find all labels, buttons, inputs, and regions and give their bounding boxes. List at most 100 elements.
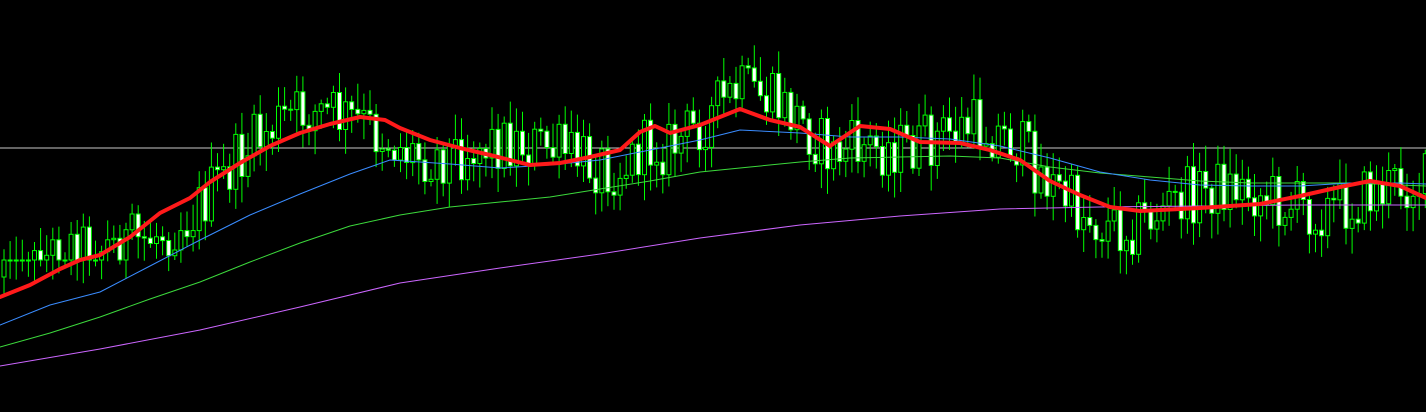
- candle-body: [971, 99, 977, 135]
- candle-body: [312, 110, 318, 132]
- candle-body: [934, 130, 940, 166]
- candle-body: [495, 128, 501, 169]
- candle-body: [642, 119, 647, 176]
- candle-body: [806, 118, 812, 155]
- candle-body: [1325, 197, 1331, 237]
- candle-body: [373, 113, 379, 153]
- candle-body: [1233, 173, 1239, 201]
- candle-body: [1313, 229, 1318, 235]
- candle-body: [703, 146, 708, 151]
- candle-body: [751, 67, 757, 82]
- candle-body: [1117, 209, 1123, 252]
- candle-body: [672, 123, 678, 154]
- candle-body: [1331, 197, 1337, 201]
- candle-body: [532, 128, 538, 166]
- candle-body: [873, 135, 879, 148]
- candle-body: [1136, 202, 1142, 255]
- candle-body: [202, 187, 208, 222]
- candle-body: [562, 123, 568, 155]
- candle-body: [25, 259, 31, 262]
- candle-body: [269, 131, 275, 139]
- candle-body: [1093, 224, 1099, 241]
- candle-body: [1197, 171, 1203, 224]
- candle-body: [654, 161, 660, 166]
- candle-body: [7, 259, 13, 262]
- candle-body: [538, 128, 544, 132]
- candle-body: [1172, 190, 1178, 193]
- candle-body: [300, 91, 306, 126]
- candle-body: [1392, 168, 1398, 172]
- candle-body: [513, 130, 519, 167]
- candle-body: [1422, 153, 1426, 195]
- candle-body: [733, 82, 739, 100]
- candle-body: [245, 155, 251, 177]
- candle-body: [1410, 195, 1416, 209]
- candle-body: [776, 73, 782, 119]
- candle-body: [788, 91, 794, 131]
- candle-body: [1361, 171, 1367, 224]
- candle-body: [459, 139, 464, 181]
- candle-body: [1386, 170, 1392, 205]
- candle-body: [68, 233, 74, 261]
- candle-body: [233, 133, 239, 190]
- candle-body: [343, 101, 349, 131]
- candle-body: [501, 122, 507, 169]
- candle-body: [1081, 217, 1087, 231]
- candle-body: [849, 120, 855, 150]
- candle-body: [477, 147, 483, 164]
- candle-body: [739, 65, 745, 100]
- candle-body: [812, 153, 818, 165]
- candle-body: [855, 120, 861, 162]
- candle-body: [709, 105, 715, 148]
- candle-body: [337, 92, 342, 130]
- ma-mid-line: [0, 129, 1426, 326]
- candle-body: [416, 143, 422, 161]
- candle-body: [330, 92, 336, 108]
- candle-body: [800, 105, 806, 120]
- candle-body: [135, 213, 141, 238]
- candle-body: [221, 166, 227, 171]
- candle-body: [770, 73, 776, 113]
- candle-body: [147, 237, 153, 245]
- candle-body: [282, 105, 288, 110]
- candle-body: [154, 236, 159, 245]
- candle-body: [50, 239, 56, 256]
- candle-body: [1166, 190, 1172, 207]
- candle-body: [1245, 178, 1251, 199]
- candle-body: [276, 105, 281, 139]
- candle-body: [355, 108, 361, 115]
- candle-body: [1178, 191, 1184, 220]
- candle-body: [684, 110, 690, 137]
- candle-body: [1001, 125, 1007, 130]
- candle-body: [611, 191, 617, 196]
- candle-body: [843, 148, 849, 162]
- candle-body: [428, 178, 434, 183]
- candle-body: [1380, 183, 1386, 205]
- candle-body: [129, 213, 135, 231]
- candle-body: [111, 237, 117, 241]
- candle-body: [1367, 171, 1373, 212]
- candle-body: [1056, 174, 1062, 182]
- candle-body: [520, 130, 525, 156]
- ma-slow-line: [0, 155, 1426, 348]
- candle-body: [599, 148, 605, 194]
- candle-body: [44, 254, 50, 261]
- candle-body: [1154, 220, 1160, 230]
- candle-body: [666, 123, 672, 176]
- candle-body: [721, 80, 727, 98]
- candle-body: [38, 250, 44, 261]
- candle-body: [574, 131, 580, 167]
- candle-body: [690, 110, 696, 124]
- candle-body: [178, 230, 184, 251]
- candle-body: [1050, 174, 1056, 197]
- candle-body: [80, 226, 86, 261]
- candle-body: [886, 142, 891, 176]
- candle-body: [757, 80, 763, 97]
- candle-body: [379, 148, 385, 152]
- candle-body: [361, 109, 367, 115]
- candle-body: [1288, 208, 1294, 218]
- candle-body: [1148, 210, 1154, 230]
- candle-body: [251, 113, 257, 157]
- candle-body: [977, 99, 983, 147]
